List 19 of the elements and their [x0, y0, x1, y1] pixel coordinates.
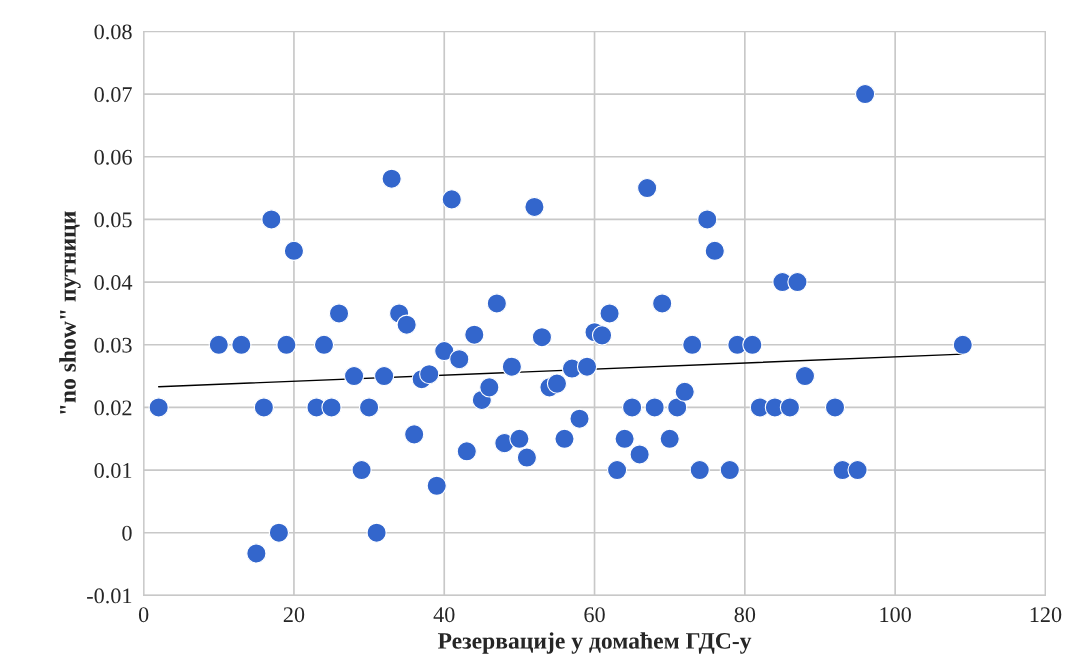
x-tick-label: 20 [283, 607, 305, 623]
y-axis-title: "no show" путници [59, 211, 81, 414]
y-tick-label: 0.02 [94, 400, 132, 416]
y-tick-label: 0.07 [94, 87, 132, 103]
x-tick-label: 0 [138, 607, 149, 623]
x-tick-label: 60 [584, 607, 605, 623]
y-tick-label: 0 [122, 525, 132, 541]
x-tick-label: 100 [880, 607, 911, 623]
x-axis-title: Резервације у домаћем ГДС-у [437, 632, 752, 654]
y-tick-label: 0.04 [94, 275, 133, 291]
y-tick-label: 0.06 [94, 149, 132, 165]
y-tick-label: 0.01 [94, 463, 132, 479]
x-tick-label: 120 [1030, 607, 1062, 623]
y-tick-label: 0.08 [94, 24, 132, 40]
y-tick-label: 0.05 [94, 212, 132, 228]
x-tick-label: 40 [433, 607, 455, 623]
y-tick-label: -0.01 [87, 588, 132, 604]
x-tick-label: 80 [734, 607, 756, 623]
y-tick-label: 0.03 [94, 337, 132, 353]
